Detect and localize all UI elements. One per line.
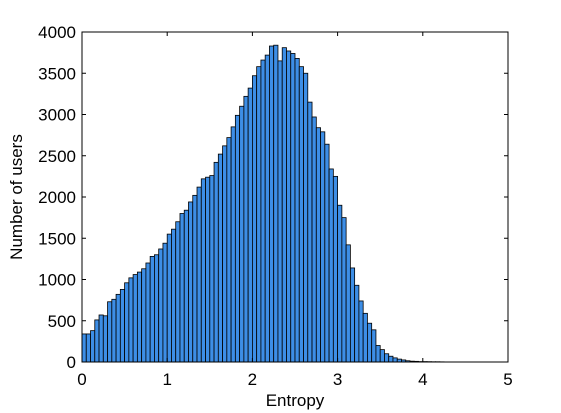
bar (298, 66, 304, 363)
bar (98, 314, 104, 363)
bar (115, 293, 121, 363)
bar (90, 330, 96, 363)
bar (281, 47, 287, 363)
x-tick-label: 0 (77, 370, 86, 389)
bar (367, 322, 373, 363)
y-tick-label: 0 (67, 353, 76, 372)
bar (362, 312, 368, 363)
bar (188, 201, 194, 363)
bar (128, 277, 134, 363)
x-axis-label: Entropy (266, 391, 325, 410)
bar (379, 349, 385, 363)
bar (217, 153, 223, 363)
bar (222, 145, 228, 363)
bar (183, 209, 189, 363)
bar (341, 217, 347, 363)
bar (273, 44, 279, 363)
bar (247, 87, 253, 363)
x-tick-label: 4 (418, 370, 427, 389)
y-tick-label: 4000 (38, 23, 76, 42)
bar (81, 333, 87, 363)
bar (277, 60, 283, 363)
bar (251, 75, 258, 363)
x-tick-label: 1 (162, 370, 171, 389)
bar (192, 194, 198, 363)
bar (303, 72, 309, 363)
bar (171, 228, 177, 363)
bar (375, 345, 381, 363)
y-tick-label: 2000 (38, 188, 76, 207)
bar (132, 274, 138, 363)
bar (149, 255, 155, 363)
y-tick-label: 2500 (38, 147, 76, 166)
bar (213, 161, 219, 363)
bar (388, 355, 394, 363)
bar (209, 175, 215, 363)
bar (315, 127, 321, 363)
bar (349, 267, 356, 363)
y-tick-label: 3500 (38, 64, 76, 83)
y-tick-label: 500 (48, 312, 76, 331)
bar (94, 319, 100, 363)
bar (230, 126, 236, 363)
bar (205, 176, 211, 363)
bar (162, 242, 168, 363)
bar (136, 271, 143, 363)
bar (85, 333, 91, 363)
bar (345, 244, 351, 363)
bar (179, 213, 185, 363)
x-tick-label: 2 (248, 370, 257, 389)
bar (256, 66, 262, 363)
bar (226, 137, 232, 363)
bar (358, 300, 364, 363)
y-tick-label: 3000 (38, 106, 76, 125)
x-tick-label: 5 (503, 370, 512, 389)
y-axis-label: Number of users (7, 134, 26, 260)
bar (290, 53, 296, 363)
bar (166, 233, 172, 363)
bar (119, 288, 125, 363)
bar (141, 268, 147, 363)
bar (354, 284, 360, 363)
bar (328, 168, 334, 363)
y-tick-label: 1500 (38, 229, 76, 248)
bar (107, 301, 113, 363)
bar (384, 353, 390, 363)
y-tick-label: 1000 (38, 271, 76, 290)
bar (124, 282, 130, 363)
x-tick-label: 3 (333, 370, 342, 389)
bar (200, 178, 206, 363)
bar (102, 315, 108, 363)
bar (175, 221, 181, 363)
bar (111, 298, 117, 363)
bar (311, 116, 317, 363)
bar (392, 357, 398, 363)
bar (286, 50, 292, 363)
bar (154, 254, 160, 363)
bar (260, 59, 266, 363)
bar (196, 186, 202, 363)
bar (234, 114, 241, 363)
bar (243, 95, 249, 363)
bar (294, 58, 300, 363)
bar (332, 175, 338, 363)
bar (239, 105, 245, 363)
bar (324, 143, 330, 363)
bar (337, 204, 343, 363)
bar (307, 101, 313, 363)
bar (158, 248, 164, 363)
bar (269, 45, 275, 363)
bar (371, 329, 377, 363)
bar (145, 262, 151, 363)
bar (320, 131, 326, 363)
bar (264, 54, 270, 363)
